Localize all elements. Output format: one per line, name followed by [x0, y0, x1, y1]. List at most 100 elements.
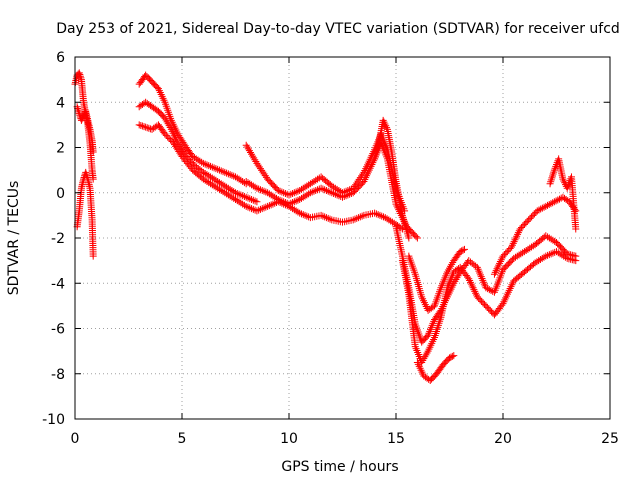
- data-point-marker: [525, 216, 533, 224]
- data-point-marker: [355, 214, 363, 222]
- y-tick-label: 0: [56, 186, 65, 202]
- data-point-marker: [75, 108, 83, 116]
- data-point-marker: [205, 179, 213, 187]
- data-point-marker: [515, 251, 523, 259]
- data-point-marker: [324, 187, 332, 195]
- data-point-marker: [278, 197, 286, 205]
- data-point-marker: [308, 179, 316, 187]
- data-point-marker: [303, 191, 311, 199]
- data-point-marker: [248, 181, 256, 189]
- data-point-marker: [76, 71, 84, 79]
- data-point-marker: [210, 175, 218, 183]
- data-point-marker: [201, 160, 209, 168]
- data-point-marker: [520, 248, 528, 256]
- data-point-marker: [294, 208, 302, 216]
- data-point-marker: [258, 205, 266, 213]
- data-point-marker: [544, 233, 552, 241]
- data-point-marker: [371, 209, 379, 217]
- data-point-marker: [478, 297, 486, 305]
- data-point-marker: [207, 180, 215, 188]
- data-point-marker: [235, 175, 243, 183]
- data-point-marker: [258, 186, 266, 194]
- data-point-marker: [450, 352, 458, 360]
- data-point-marker: [486, 306, 494, 314]
- data-point-marker: [335, 192, 343, 200]
- data-point-marker: [513, 232, 521, 240]
- data-point-marker: [256, 165, 264, 173]
- data-point-marker: [482, 284, 490, 292]
- data-point-marker: [303, 182, 311, 190]
- data-point-marker: [358, 212, 366, 220]
- data-point-marker: [514, 229, 522, 237]
- data-point-marker: [274, 196, 282, 204]
- data-point-marker: [322, 186, 330, 194]
- y-tick-label: -10: [42, 412, 65, 428]
- data-point-marker: [140, 123, 148, 131]
- data-point-marker: [296, 186, 304, 194]
- data-point-marker: [560, 177, 568, 185]
- data-point-marker: [258, 166, 266, 174]
- data-point-marker: [387, 217, 395, 225]
- data-point-marker: [572, 257, 580, 265]
- data-point-marker: [533, 258, 541, 266]
- data-point-marker: [249, 205, 257, 213]
- data-point-marker: [490, 270, 498, 278]
- data-point-marker: [254, 161, 262, 169]
- data-point-marker: [217, 186, 225, 194]
- data-point-marker: [496, 259, 504, 267]
- data-point-marker: [289, 205, 297, 213]
- y-axis-label: SDTVAR / TECUs: [6, 181, 22, 296]
- data-point-marker: [249, 152, 257, 160]
- data-point-marker: [459, 246, 467, 254]
- data-point-marker: [467, 280, 475, 288]
- x-tick-label: 20: [494, 431, 512, 447]
- data-point-marker: [356, 213, 364, 221]
- data-point-marker: [473, 293, 481, 301]
- data-point-marker: [256, 186, 264, 194]
- data-point-marker: [83, 173, 91, 181]
- data-point-marker: [544, 251, 552, 259]
- data-point-marker: [223, 169, 231, 177]
- data-point-marker: [503, 248, 511, 256]
- data-point-marker: [299, 193, 307, 201]
- data-point-marker: [498, 301, 506, 309]
- data-point-marker: [239, 192, 247, 200]
- data-point-marker: [468, 282, 476, 290]
- data-point-marker: [339, 193, 346, 201]
- data-point-marker: [542, 252, 550, 260]
- data-point-marker: [77, 74, 85, 82]
- data-point-marker: [228, 193, 236, 201]
- data-point-marker: [321, 186, 329, 194]
- data-point-marker: [208, 174, 216, 182]
- data-point-marker: [281, 190, 289, 198]
- data-point-marker: [265, 190, 273, 198]
- data-point-marker: [280, 189, 288, 197]
- data-point-marker: [214, 177, 222, 185]
- data-point-marker: [456, 248, 464, 256]
- data-point-marker: [383, 124, 391, 132]
- data-point-marker: [233, 190, 241, 198]
- data-point-marker: [572, 207, 580, 215]
- data-point-marker: [249, 196, 257, 204]
- x-tick-label: 15: [387, 431, 405, 447]
- data-point-marker: [264, 189, 272, 197]
- data-point-marker: [262, 203, 270, 211]
- data-point-marker: [517, 250, 525, 258]
- data-point-marker: [471, 287, 479, 295]
- data-point-marker: [321, 213, 329, 221]
- data-point-marker: [324, 214, 332, 222]
- data-point-marker: [228, 171, 236, 179]
- data-point-marker: [333, 191, 341, 199]
- data-point-marker: [274, 186, 282, 194]
- data-point-marker: [297, 194, 305, 202]
- data-point-marker: [510, 238, 518, 246]
- data-point-marker: [292, 197, 300, 205]
- data-point-marker: [221, 182, 229, 190]
- data-point-marker: [301, 192, 309, 200]
- data-point-marker: [475, 294, 483, 302]
- data-point-marker: [290, 189, 298, 197]
- data-point-marker: [167, 136, 175, 144]
- data-point-marker: [312, 176, 320, 184]
- data-point-marker: [331, 190, 339, 198]
